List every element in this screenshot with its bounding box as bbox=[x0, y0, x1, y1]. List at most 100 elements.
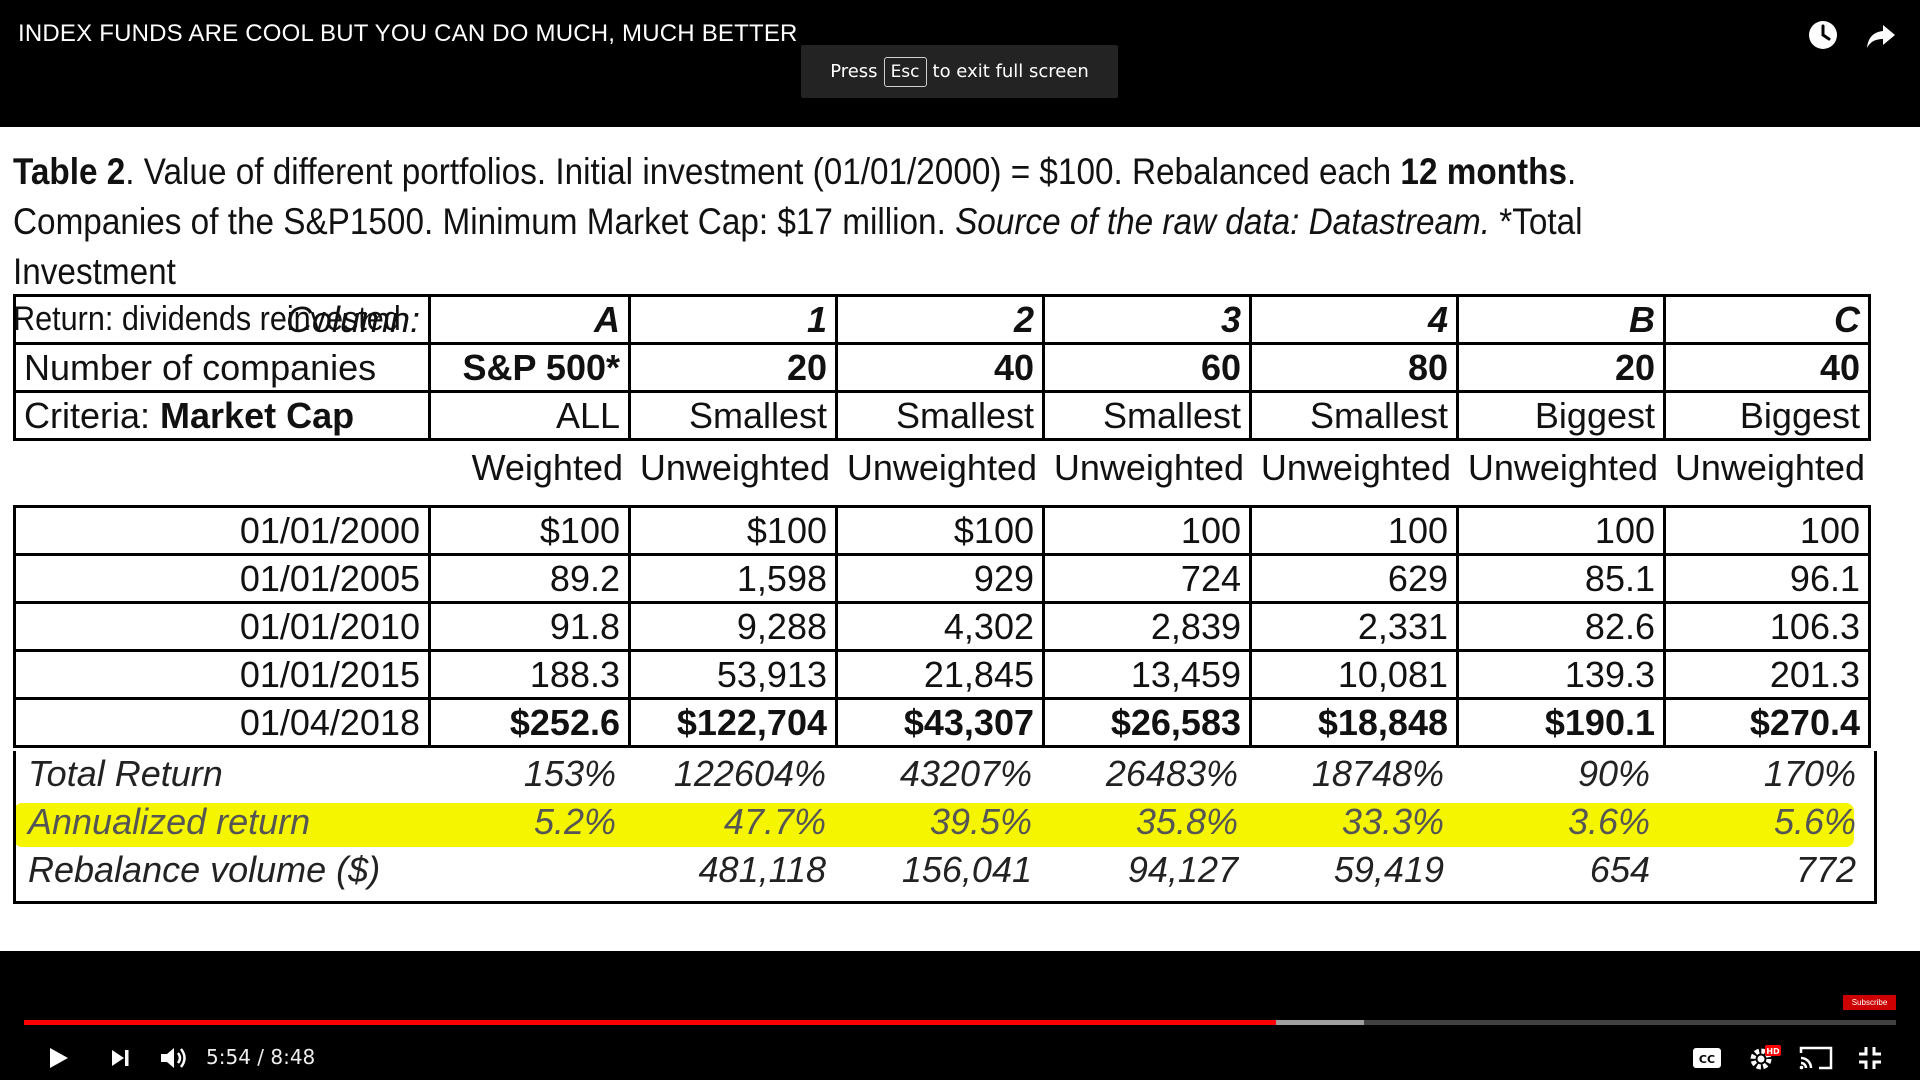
companies-cell: 40 bbox=[835, 342, 1045, 393]
criteria-cell: ALL bbox=[428, 390, 631, 441]
share-button[interactable] bbox=[1864, 18, 1898, 52]
value-cell: 100 bbox=[1456, 505, 1666, 556]
weighting-label: Unweighted bbox=[846, 447, 1037, 488]
video-title: INDEX FUNDS ARE COOL BUT YOU CAN DO MUCH… bbox=[18, 20, 798, 47]
cast-icon bbox=[1799, 1046, 1833, 1069]
criteria-label-bold: Market Cap bbox=[160, 394, 355, 436]
exit-fullscreen-button[interactable] bbox=[1852, 1035, 1888, 1080]
value-cell: $122,704 bbox=[628, 697, 838, 748]
column-4: 4 bbox=[1249, 294, 1459, 345]
header-table: Column: A 1 2 3 4 B C Number of companie… bbox=[13, 294, 1871, 441]
caption-table-label: Table 2 bbox=[13, 151, 126, 192]
column-row: Column: A 1 2 3 4 B C bbox=[13, 294, 1871, 345]
clock-icon bbox=[1809, 21, 1837, 49]
player-controls: 5:54 / 8:48 CC HD bbox=[0, 1035, 1920, 1080]
captions-button[interactable]: CC bbox=[1690, 1035, 1724, 1080]
summary-value: 43207% bbox=[899, 753, 1032, 794]
criteria-cell: Smallest bbox=[835, 390, 1045, 441]
volume-button[interactable] bbox=[154, 1035, 194, 1080]
progress-played bbox=[24, 1020, 1277, 1025]
value-cell: 82.6 bbox=[1456, 601, 1666, 652]
value-cell: 139.3 bbox=[1456, 649, 1666, 700]
summary-label: Rebalance volume ($) bbox=[28, 849, 381, 890]
watch-later-button[interactable] bbox=[1806, 18, 1840, 52]
criteria-cell: Smallest bbox=[1042, 390, 1252, 441]
summary-value: 170% bbox=[1763, 753, 1856, 794]
next-button[interactable] bbox=[102, 1035, 138, 1080]
value-cell: 91.8 bbox=[428, 601, 631, 652]
summary-value: 35.8% bbox=[1135, 801, 1238, 842]
svg-text:CC: CC bbox=[1699, 1053, 1715, 1066]
caption-text: . Value of different portfolios. Initial… bbox=[125, 151, 1401, 192]
value-cell: $100 bbox=[628, 505, 838, 556]
value-cell: $270.4 bbox=[1663, 697, 1871, 748]
companies-cell: 20 bbox=[1456, 342, 1666, 393]
summary-value: 94,127 bbox=[1127, 849, 1238, 890]
weighting-label: Unweighted bbox=[1260, 447, 1451, 488]
column-a: A bbox=[428, 294, 631, 345]
weighting-label: Weighted bbox=[471, 447, 623, 488]
play-icon bbox=[50, 1047, 68, 1068]
summary-value: 156,041 bbox=[901, 849, 1032, 890]
summary-value: 3.6% bbox=[1567, 801, 1650, 842]
rebalance-volume-row: Rebalance volume ($) 481,118 156,041 94,127… bbox=[16, 849, 1874, 896]
toast-esc-key: Esc bbox=[883, 56, 927, 87]
companies-label: Number of companies bbox=[13, 342, 431, 393]
value-cell: 629 bbox=[1249, 553, 1459, 604]
value-cell: $100 bbox=[835, 505, 1045, 556]
date-cell: 01/01/2015 bbox=[13, 649, 431, 700]
exit-fullscreen-toast: Press Esc to exit full screen bbox=[801, 45, 1118, 98]
summary-label: Annualized return bbox=[28, 801, 311, 842]
annualized-return-row: Annualized return 5.2% 47.7% 39.5% 35.8% 33.3… bbox=[16, 801, 1874, 848]
criteria-cell: Biggest bbox=[1456, 390, 1666, 441]
summary-value: 59,419 bbox=[1333, 849, 1444, 890]
subscribe-watermark[interactable]: Subscribe bbox=[1843, 995, 1896, 1010]
progress-bar[interactable] bbox=[24, 1020, 1896, 1025]
value-cell: 13,459 bbox=[1042, 649, 1252, 700]
value-cell: 10,081 bbox=[1249, 649, 1459, 700]
values-table: 01/01/2000 $100 $100 $100 100 100 100 100 01/01/… bbox=[13, 505, 1871, 748]
value-cell: 9,288 bbox=[628, 601, 838, 652]
value-cell: $18,848 bbox=[1249, 697, 1459, 748]
toast-rest: to exit full screen bbox=[932, 61, 1089, 82]
companies-cell: 80 bbox=[1249, 342, 1459, 393]
value-cell: 2,331 bbox=[1249, 601, 1459, 652]
caption-total-investment: *Total Investment bbox=[13, 201, 1583, 292]
value-cell: $190.1 bbox=[1456, 697, 1666, 748]
play-button[interactable] bbox=[40, 1035, 76, 1080]
value-cell: 1,598 bbox=[628, 553, 838, 604]
criteria-cell: Biggest bbox=[1663, 390, 1871, 441]
value-cell: 85.1 bbox=[1456, 553, 1666, 604]
companies-cell: 60 bbox=[1042, 342, 1252, 393]
companies-cell: S&P 500* bbox=[428, 342, 631, 393]
weighting-label: Unweighted bbox=[1053, 447, 1244, 488]
summary-value: 18748% bbox=[1311, 753, 1444, 794]
value-cell: 201.3 bbox=[1663, 649, 1871, 700]
summary-value: 47.7% bbox=[723, 801, 826, 842]
column-c: C bbox=[1663, 294, 1871, 345]
value-cell: $252.6 bbox=[428, 697, 631, 748]
summary-value: 5.6% bbox=[1773, 801, 1856, 842]
date-cell: 01/01/2000 bbox=[13, 505, 431, 556]
summary-value: 772 bbox=[1795, 849, 1856, 890]
criteria-label: Criteria: Market Cap bbox=[13, 390, 431, 441]
value-cell: 96.1 bbox=[1663, 553, 1871, 604]
settings-button[interactable]: HD bbox=[1744, 1035, 1784, 1080]
time-display: 5:54 / 8:48 bbox=[206, 1045, 316, 1069]
summary-value: 33.3% bbox=[1341, 801, 1444, 842]
column-1: 1 bbox=[628, 294, 838, 345]
weighting-label: Unweighted bbox=[1674, 447, 1865, 488]
value-cell: 100 bbox=[1663, 505, 1871, 556]
value-cell: 100 bbox=[1249, 505, 1459, 556]
companies-cell: 20 bbox=[628, 342, 838, 393]
companies-row: Number of companies S&P 500* 20 40 60 80… bbox=[13, 342, 1871, 393]
date-cell: 01/01/2005 bbox=[13, 553, 431, 604]
table-row: 01/01/2010 91.8 9,288 4,302 2,839 2,331 82.6 10… bbox=[13, 601, 1871, 652]
value-cell: 53,913 bbox=[628, 649, 838, 700]
summary-value: 39.5% bbox=[929, 801, 1032, 842]
summary-block: Total Return 153% 122604% 43207% 26483% 18748… bbox=[13, 751, 1877, 904]
toast-press: Press bbox=[830, 61, 878, 82]
table-row: 01/01/2000 $100 $100 $100 100 100 100 100 bbox=[13, 505, 1871, 556]
cast-button[interactable] bbox=[1796, 1035, 1836, 1080]
criteria-cell: Smallest bbox=[628, 390, 838, 441]
